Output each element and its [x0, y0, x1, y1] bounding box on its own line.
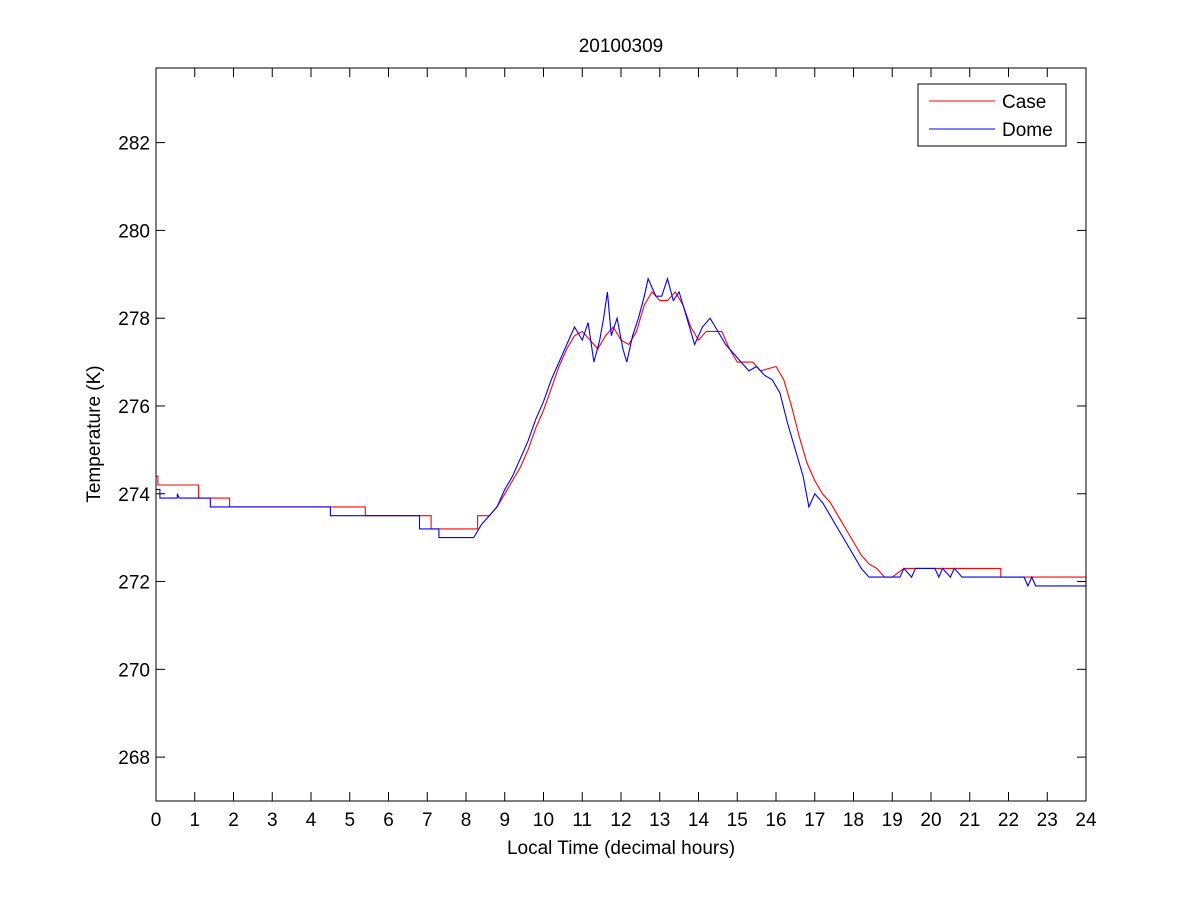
- x-tick-label: 15: [727, 810, 748, 831]
- x-tick-label: 4: [306, 810, 317, 831]
- x-tick-label: 19: [882, 810, 903, 831]
- x-tick-label: 24: [1075, 810, 1097, 831]
- x-tick-label: 7: [422, 810, 433, 831]
- x-tick-label: 11: [572, 810, 592, 831]
- y-tick-label: 274: [118, 485, 150, 506]
- x-tick-label: 17: [804, 810, 825, 831]
- legend-label-case: Case: [1002, 92, 1046, 113]
- y-tick-label: 280: [118, 221, 150, 242]
- chart-title: 20100309: [579, 36, 664, 57]
- series-line-dome: [156, 276, 1086, 588]
- x-tick-label: 5: [344, 810, 355, 831]
- y-tick-label: 282: [118, 134, 150, 155]
- legend-box: [917, 83, 1067, 147]
- x-tick-label: 16: [765, 810, 786, 831]
- x-tick-label: 22: [998, 810, 1019, 831]
- legend: Case Dome: [917, 83, 1067, 147]
- y-tick-label: 276: [118, 397, 150, 418]
- series-line-case: [156, 290, 1087, 586]
- x-tick-label: 12: [610, 810, 631, 831]
- plot-area: 0 1 2 3 4 5 6 7 8 9 10 11 12 13 14 15 16 17 18 19 20 21 22 23 24…: [118, 67, 1097, 831]
- y-tick-label: 268: [118, 748, 150, 769]
- x-tick-label: 3: [267, 810, 278, 831]
- x-tick-label: 18: [843, 810, 864, 831]
- x-tick-label: 6: [383, 810, 394, 831]
- x-tick-label: 23: [1037, 810, 1058, 831]
- legend-label-dome: Dome: [1002, 120, 1053, 141]
- x-tick-label: 9: [499, 810, 510, 831]
- y-tick-label: 270: [118, 660, 150, 681]
- x-tick-label: 0: [151, 810, 162, 831]
- y-axis-title: Temperature (K): [84, 365, 105, 502]
- y-tick-label: 272: [118, 573, 150, 594]
- x-tick-label: 10: [533, 810, 554, 831]
- x-tick-label: 20: [920, 810, 941, 831]
- y-tick-label: 278: [118, 309, 150, 330]
- x-tick-label: 13: [649, 810, 670, 831]
- x-tick-label: 1: [189, 810, 200, 831]
- x-axis-title: Local Time (decimal hours): [507, 838, 735, 859]
- x-tick-label: 8: [461, 810, 472, 831]
- x-tick-label: 14: [688, 810, 710, 831]
- x-tick-label: 2: [228, 810, 239, 831]
- x-tick-label: 21: [959, 810, 980, 831]
